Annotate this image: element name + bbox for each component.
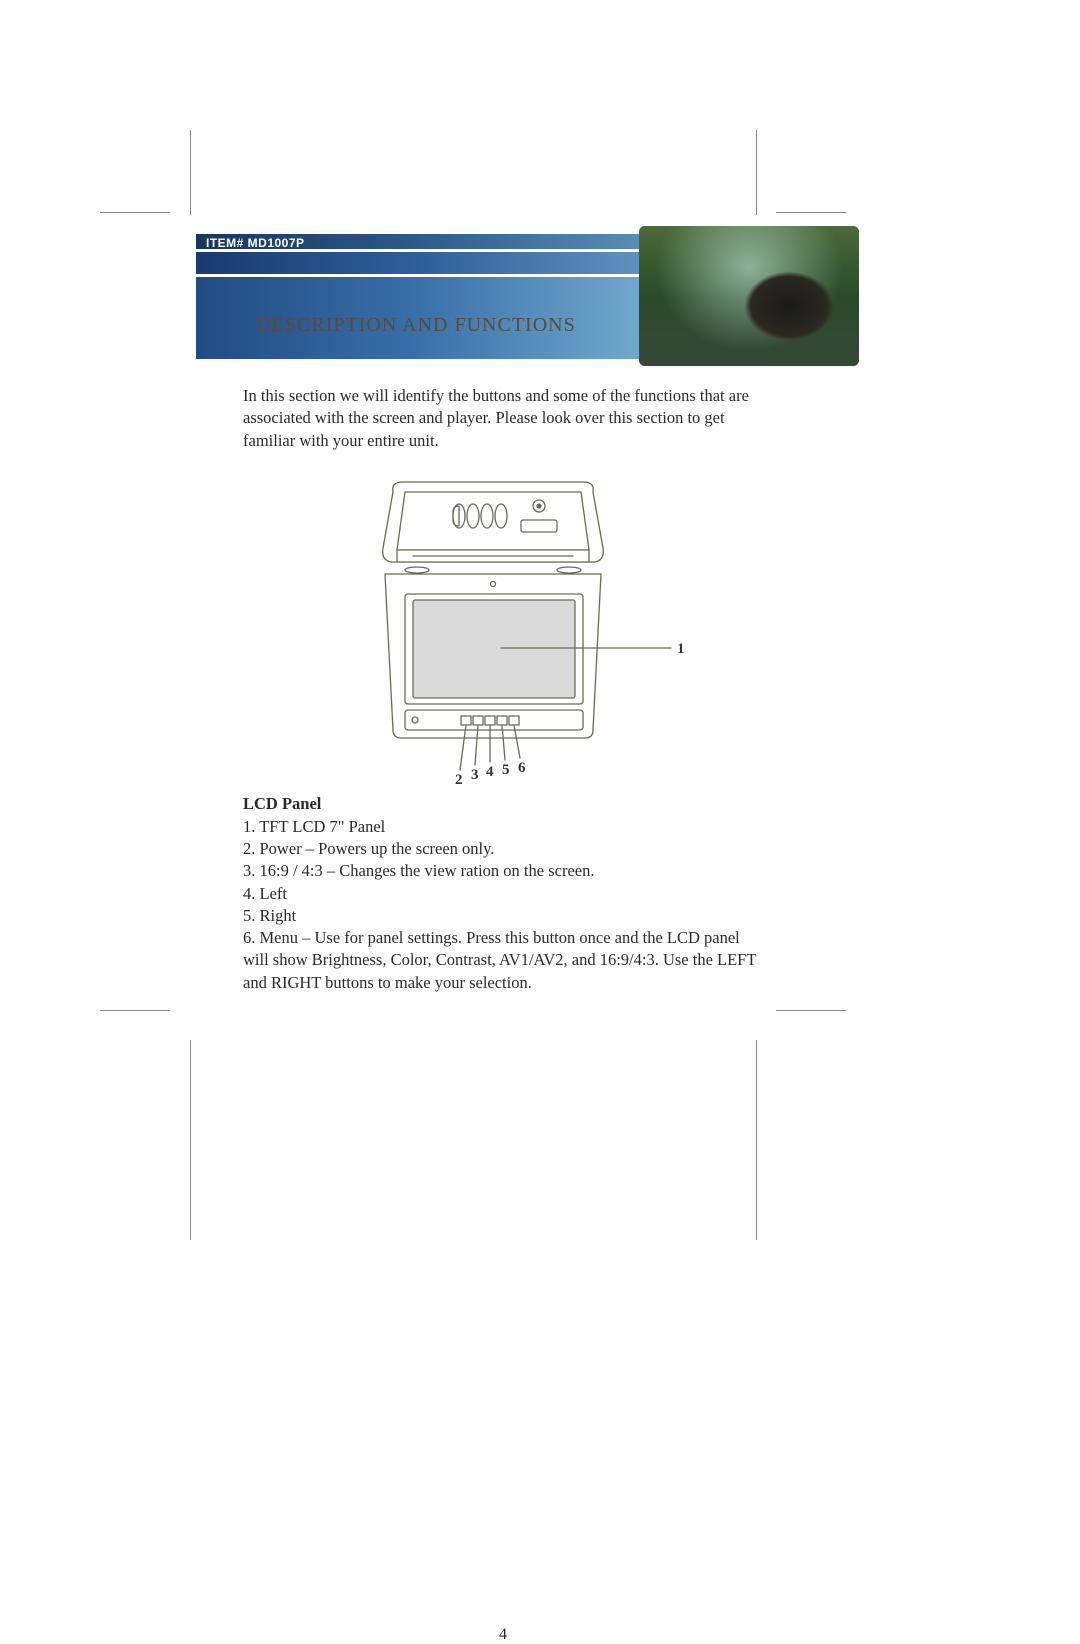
crop-mark-bot-left-h (100, 1010, 170, 1011)
list-item: 1. TFT LCD 7" Panel (243, 816, 763, 838)
product-diagram: 1 2 3 4 5 6 (243, 470, 763, 790)
section-title: DESCRIPTION AND FUNCTIONS (196, 314, 636, 337)
callout-3: 3 (471, 767, 479, 783)
list-item: 2. Power – Powers up the screen only. (243, 838, 763, 860)
lcd-panel-heading: LCD Panel (243, 794, 763, 814)
diagram-svg: 1 2 3 4 5 6 (303, 470, 703, 790)
banner-photo (639, 226, 859, 366)
crop-mark-bot-left-v (190, 1040, 191, 1240)
page-number: 4 (243, 1626, 763, 1644)
list-item: 6. Menu – Use for panel settings. Press … (243, 927, 763, 994)
crop-mark-top-right-h (776, 212, 846, 213)
callout-1: 1 (677, 641, 685, 657)
crop-mark-bot-right-h (776, 1010, 846, 1011)
callout-2: 2 (455, 772, 463, 788)
list-item: 4. Left (243, 883, 763, 905)
crop-mark-bot-right-v (756, 1040, 757, 1240)
callout-4: 4 (486, 764, 494, 780)
crop-mark-top-left-h (100, 212, 170, 213)
crop-mark-top-left-v (190, 130, 191, 215)
header-banner: ITEM# MD1007P DESCRIPTION AND FUNCTIONS (196, 234, 859, 359)
callout-5: 5 (502, 762, 510, 778)
item-number-label: ITEM# MD1007P (206, 236, 305, 250)
intro-paragraph: In this section we will identify the but… (243, 385, 763, 452)
list-item: 5. Right (243, 905, 763, 927)
crop-mark-top-right-v (756, 130, 757, 215)
list-item: 3. 16:9 / 4:3 – Changes the view ration … (243, 860, 763, 882)
page-content: In this section we will identify the but… (243, 385, 763, 1040)
lcd-panel-section: LCD Panel 1. TFT LCD 7" Panel 2. Power –… (243, 794, 763, 994)
callout-6: 6 (518, 760, 526, 776)
